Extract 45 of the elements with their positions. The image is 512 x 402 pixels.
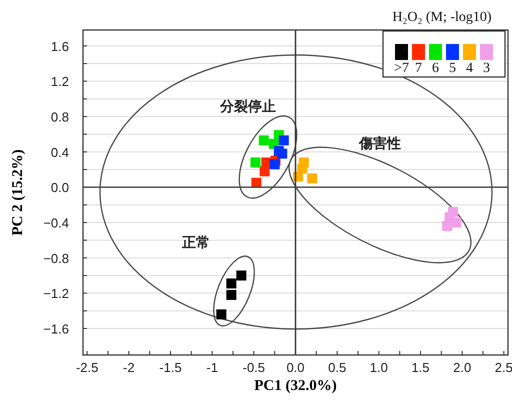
point: [258, 135, 269, 146]
point: [293, 172, 303, 182]
point: [451, 218, 462, 228]
x-tick-label: -1: [206, 360, 218, 375]
y-tick-label: 1.2: [50, 74, 69, 90]
y-tick-label: −0.8: [43, 250, 69, 266]
y-tick-label: 1.6: [50, 38, 69, 54]
annotation: 正常: [181, 234, 210, 250]
y-tick-label: 0.0: [50, 180, 69, 196]
point: [216, 309, 226, 320]
y-tick-label: −1.6: [43, 322, 69, 337]
x-tick-label: -0.5: [242, 360, 266, 375]
point: [226, 290, 236, 300]
legend-title: H₂O₂ (M; -log10): [392, 10, 492, 25]
point: [270, 159, 280, 170]
y-tick-label: 0.8: [50, 110, 69, 125]
x-tick-label: 2.0: [453, 360, 472, 375]
point: [226, 278, 236, 288]
point: [277, 148, 288, 159]
point: [278, 135, 289, 146]
x-tick-label: -2: [123, 360, 135, 375]
point: [250, 157, 260, 168]
x-tick-label: 0.0: [286, 360, 305, 375]
x-tick-label: -2.5: [76, 360, 98, 375]
annotation: 分裂停止: [219, 98, 276, 114]
y-tick-label: −0.4: [43, 216, 69, 231]
legend-label: 7: [415, 61, 422, 76]
legend-label: 4: [466, 61, 473, 76]
y-tick-label: −1.2: [43, 286, 69, 302]
legend-label: >7: [394, 61, 409, 76]
y-axis-title: PC 2 (15.2%): [10, 149, 26, 236]
y-tick-label: 0.4: [50, 144, 69, 160]
legend-label: 5: [449, 61, 456, 76]
x-tick-label: -1.5: [159, 360, 182, 375]
x-axis-title: PC1 (32.0%): [254, 378, 337, 394]
legend-label: 6: [432, 61, 439, 76]
point: [307, 173, 318, 184]
annotation: 傷害性: [358, 135, 401, 151]
x-tick-label: 1.0: [370, 360, 388, 375]
legend-label: 3: [483, 61, 490, 76]
x-tick-label: 2.5: [494, 360, 512, 375]
x-tick-label: 1.5: [411, 360, 430, 375]
point: [260, 166, 270, 176]
x-tick-label: 0.5: [328, 360, 346, 375]
point: [236, 270, 246, 281]
